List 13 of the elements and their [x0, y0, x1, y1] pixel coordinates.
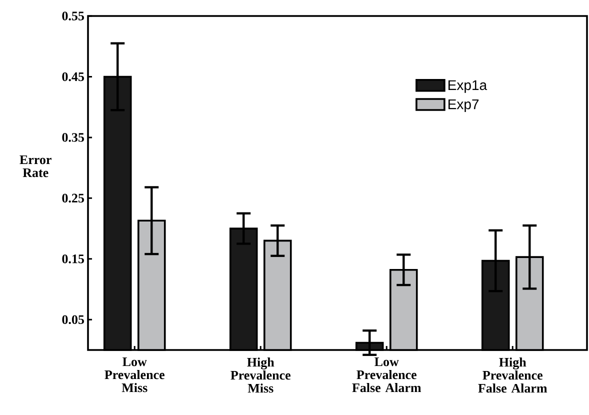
y-tick-label: 0.45: [62, 72, 84, 82]
x-tick-label: High Prevalence Miss: [230, 358, 290, 393]
y-axis-title: Error Rate: [20, 155, 52, 178]
x-tick-label: Low Prevalence Miss: [104, 358, 164, 392]
y-tick-label: 0.05: [62, 315, 84, 324]
y-tick-label: 0.35: [62, 133, 84, 142]
x-tick-label: High Prevalence False Alarm: [478, 358, 548, 393]
x-tick-label: Low Prevalence False Alarm: [352, 358, 422, 392]
legend-label: Exp7: [448, 99, 479, 112]
y-tick-label: 0.25: [62, 194, 84, 203]
y-tick-label: 0.15: [62, 254, 84, 264]
y-tick-label: 0.55: [62, 12, 84, 20]
legend-label: Exp1a: [448, 80, 488, 93]
